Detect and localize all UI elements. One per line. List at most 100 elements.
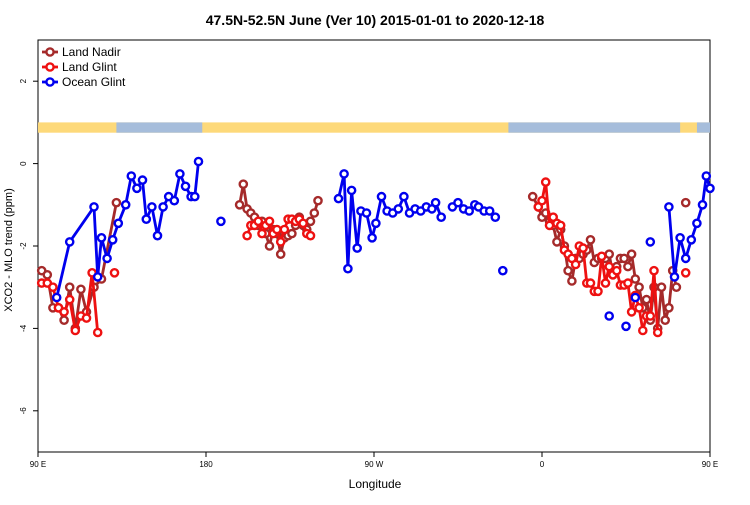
- data-point: [180, 181, 191, 192]
- data-point: [680, 253, 691, 264]
- y-axis-label: XCO2 - MLO trend (ppm): [3, 188, 15, 311]
- data-point: [253, 216, 264, 227]
- data-point: [623, 278, 633, 288]
- data-point: [352, 243, 363, 253]
- data-point: [393, 204, 404, 214]
- x-axis-ticks: 90 E 180 90 W 0 90 E: [30, 452, 718, 469]
- data-point: [563, 265, 573, 276]
- data-point: [298, 218, 308, 229]
- data-point: [585, 278, 596, 288]
- data-point: [376, 191, 387, 202]
- data-point: [656, 282, 667, 293]
- data-point: [279, 224, 290, 235]
- data-point: [132, 183, 142, 194]
- data-point: [399, 191, 409, 202]
- data-point: [137, 175, 148, 185]
- data-point: [64, 237, 75, 247]
- data-point: [544, 220, 555, 231]
- data-point: [686, 234, 697, 245]
- data-point: [484, 206, 495, 216]
- data-point: [257, 228, 267, 239]
- data-point: [490, 212, 501, 222]
- data-point: [664, 202, 674, 212]
- legend-label: Ocean Glint: [62, 75, 126, 89]
- data-point: [692, 218, 702, 229]
- legend-marker: [45, 47, 55, 57]
- data-point: [109, 267, 120, 278]
- data-point: [242, 230, 252, 241]
- data-point: [697, 199, 708, 210]
- data-point: [600, 278, 611, 288]
- land-ocean-band: [38, 122, 710, 133]
- data-point: [680, 197, 691, 208]
- data-point: [107, 234, 118, 245]
- data-point: [92, 272, 103, 282]
- y-tick-label: 2: [19, 78, 28, 83]
- legend-marker: [45, 62, 55, 72]
- data-point: [275, 249, 286, 259]
- data-point: [89, 202, 99, 212]
- plot-frame: [37, 39, 711, 453]
- data-point: [147, 202, 157, 212]
- data-point: [634, 282, 644, 293]
- x-tick-label: 90 E: [30, 460, 46, 469]
- data-point: [649, 265, 659, 276]
- series-line: [667, 174, 712, 279]
- y-tick-label: 0: [19, 161, 28, 166]
- data-point: [630, 292, 641, 303]
- data-point: [272, 224, 282, 235]
- data-point: [234, 199, 245, 210]
- data-point: [264, 216, 275, 227]
- data-point: [596, 251, 607, 262]
- data-point: [313, 195, 323, 206]
- data-point: [169, 195, 180, 206]
- data-point: [567, 276, 577, 286]
- data-point: [619, 253, 629, 264]
- series-land-nadir: [36, 179, 691, 334]
- data-point: [630, 274, 641, 284]
- data-point: [141, 214, 152, 224]
- data-point: [96, 232, 107, 243]
- data-point: [578, 243, 588, 253]
- x-tick-label: 90 W: [365, 460, 384, 469]
- data-point: [102, 253, 112, 264]
- data-point: [76, 284, 86, 295]
- data-point: [611, 265, 622, 276]
- data-point: [552, 237, 562, 247]
- data-point: [664, 302, 674, 313]
- data-point: [638, 325, 648, 336]
- data-point: [367, 232, 377, 243]
- data-point: [634, 302, 644, 313]
- ocean-band-segment: [696, 122, 710, 133]
- data-point: [92, 327, 103, 338]
- ocean-band-segment: [116, 122, 203, 133]
- data-point: [669, 272, 680, 282]
- data-point: [604, 261, 615, 272]
- series-layer: [36, 156, 715, 338]
- data-point: [570, 259, 581, 270]
- data-point: [189, 191, 200, 202]
- ocean-band-segment: [508, 122, 681, 133]
- data-point: [645, 311, 656, 321]
- data-point: [555, 220, 566, 231]
- data-point: [641, 294, 652, 305]
- x-tick-label: 180: [199, 460, 213, 469]
- data-point: [59, 307, 69, 317]
- y-axis-ticks: -6 -4 -2 0 2: [19, 78, 38, 414]
- data-point: [675, 232, 685, 243]
- data-point: [42, 269, 53, 280]
- y-tick-label: -4: [19, 324, 28, 332]
- data-point: [64, 294, 75, 305]
- data-point: [216, 216, 226, 227]
- data-point: [621, 321, 631, 332]
- data-point: [453, 197, 463, 208]
- data-point: [660, 315, 671, 326]
- x-tick-label: 90 E: [702, 460, 718, 469]
- legend-marker: [45, 77, 55, 87]
- data-point: [264, 241, 275, 251]
- data-point: [111, 197, 122, 208]
- data-point: [436, 212, 447, 222]
- data-point: [309, 208, 320, 218]
